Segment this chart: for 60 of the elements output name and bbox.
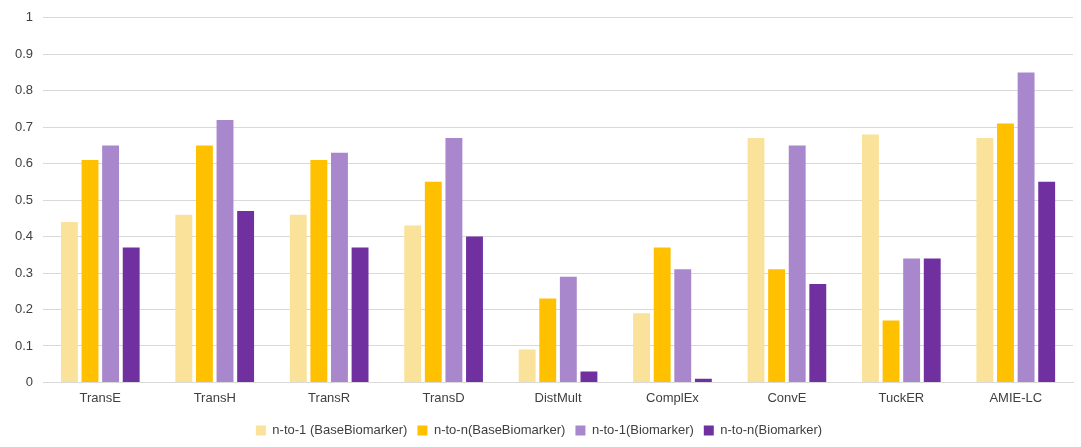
x-tick-label: TransE	[79, 389, 122, 405]
bar	[976, 138, 994, 382]
bar	[1038, 181, 1056, 382]
y-tick-label: 0.7	[14, 118, 34, 134]
bar	[997, 123, 1014, 382]
bar	[653, 247, 671, 382]
y-tick-label: 0.1	[14, 337, 34, 353]
y-tick-label: 0.3	[14, 264, 34, 280]
x-tick-label: ConvE	[767, 389, 807, 405]
bar	[102, 145, 120, 382]
bar	[351, 247, 369, 382]
y-tick-label: 0.5	[14, 191, 34, 207]
x-tick-label: AMIE-LC	[989, 389, 1043, 405]
y-tick-label: 0	[25, 373, 34, 389]
y-tick-label: 0.4	[14, 228, 34, 244]
legend-label: n-to-n(Biomarker)	[720, 422, 823, 438]
bar	[310, 159, 328, 382]
y-tick-label: 1	[25, 9, 34, 25]
bar	[633, 313, 651, 382]
bar	[518, 349, 536, 382]
bar	[539, 298, 557, 382]
bar	[903, 258, 921, 382]
bar	[862, 134, 879, 382]
bar	[331, 152, 348, 382]
bar	[747, 138, 765, 382]
y-tick-label: 0.8	[14, 82, 34, 98]
bar	[882, 320, 900, 382]
bar	[424, 181, 442, 382]
bar	[175, 214, 193, 382]
bar	[580, 371, 598, 382]
x-tick-label: ComplEx	[646, 389, 700, 405]
bar	[788, 145, 806, 382]
bar	[466, 236, 483, 382]
bar	[122, 247, 140, 382]
x-tick-label: TransH	[193, 389, 236, 405]
y-tick-label: 0.6	[14, 155, 34, 171]
bar	[559, 276, 577, 382]
legend-label: n-to-1(Biomarker)	[591, 422, 694, 438]
x-tick-label: TransR	[308, 389, 351, 405]
bar	[81, 159, 99, 382]
bar	[195, 145, 213, 382]
bar	[768, 269, 786, 382]
bar	[216, 119, 234, 382]
bar	[237, 211, 255, 382]
x-tick-label: DistMult	[534, 389, 582, 405]
legend-label: n-to-n(BaseBiomarker)	[433, 422, 566, 438]
bar	[923, 258, 941, 382]
bar	[674, 269, 692, 382]
bar	[809, 283, 827, 382]
bar	[404, 225, 422, 382]
bar	[60, 221, 78, 382]
bar	[289, 214, 307, 382]
bar	[445, 138, 463, 382]
x-tick-label: TransD	[422, 389, 465, 405]
y-tick-label: 0.2	[14, 301, 34, 317]
legend-label: n-to-1 (BaseBiomarker)	[272, 422, 408, 438]
x-tick-label: TuckER	[878, 389, 925, 405]
bar	[1017, 72, 1035, 382]
bar	[694, 378, 712, 382]
y-tick-label: 0.9	[14, 45, 34, 61]
